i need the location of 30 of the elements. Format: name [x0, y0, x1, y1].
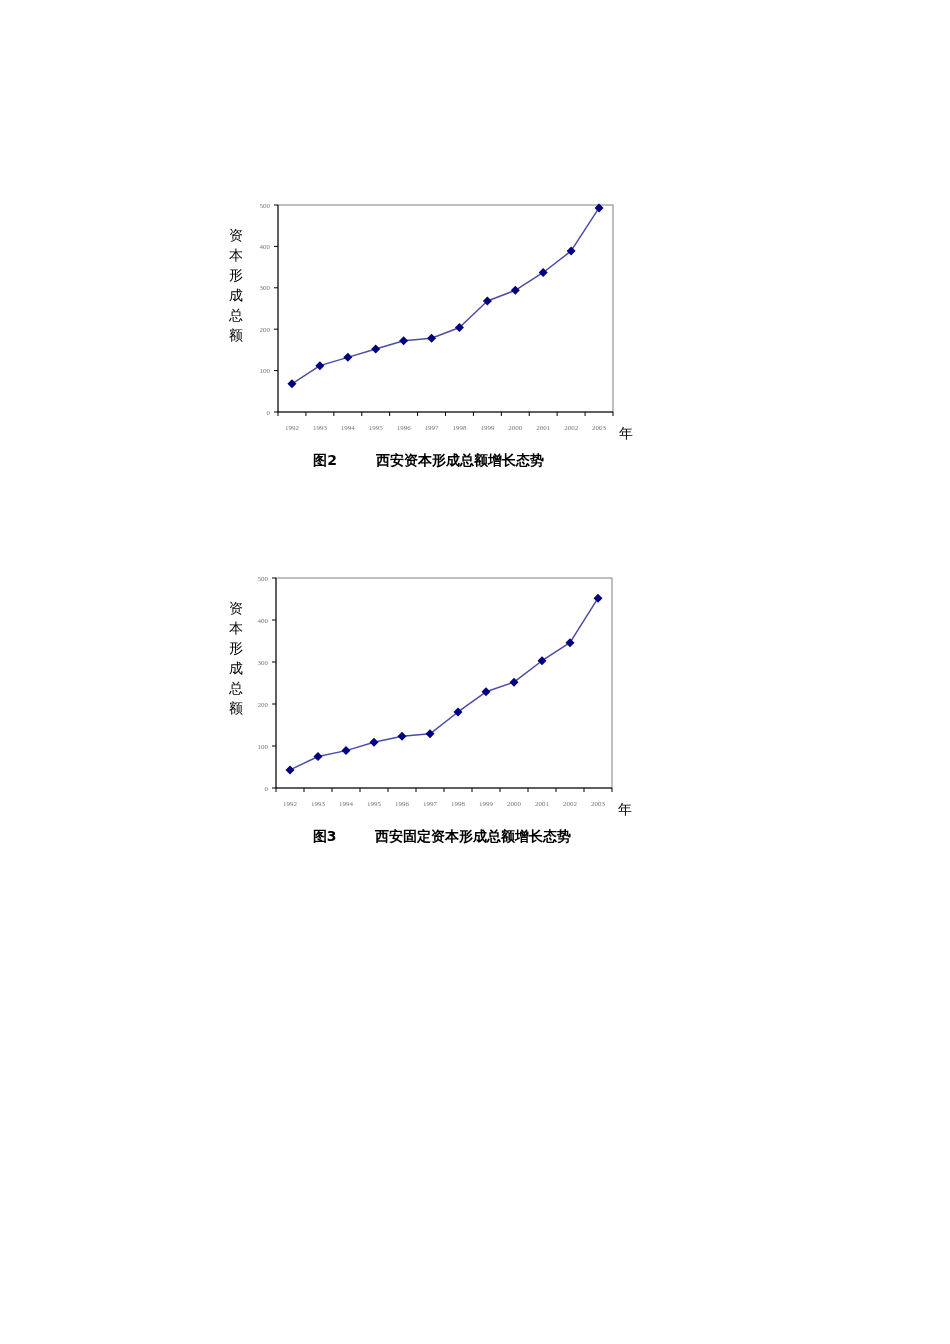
point: [341, 746, 351, 756]
point: [399, 336, 409, 346]
point: [397, 731, 407, 741]
point: [454, 323, 464, 333]
point: [537, 656, 547, 666]
point: [593, 593, 603, 603]
point: [343, 352, 353, 362]
point: [565, 638, 575, 648]
point: [287, 379, 297, 389]
point: [369, 737, 379, 747]
text: 图2 西安资本形成总额增长态势: [313, 452, 544, 468]
point: [453, 707, 463, 717]
point: [594, 203, 604, 213]
point: [482, 296, 492, 306]
point: [425, 729, 435, 739]
point: [510, 285, 520, 295]
y-axis-title: 资本形成总额: [228, 227, 243, 343]
x-axis-title: 年: [618, 801, 632, 817]
point: [315, 361, 325, 371]
point: [566, 246, 576, 256]
point: [538, 267, 548, 277]
x-axis-title: 年: [619, 425, 633, 441]
point: [427, 333, 437, 343]
text: 图3 西安固定资本形成总额增长态势: [312, 828, 572, 844]
y-axis-title: 资本形成总额: [228, 600, 243, 716]
point: [509, 677, 519, 687]
point: [285, 765, 295, 775]
point: [313, 752, 323, 761]
point: [371, 344, 381, 354]
point: [481, 687, 491, 697]
